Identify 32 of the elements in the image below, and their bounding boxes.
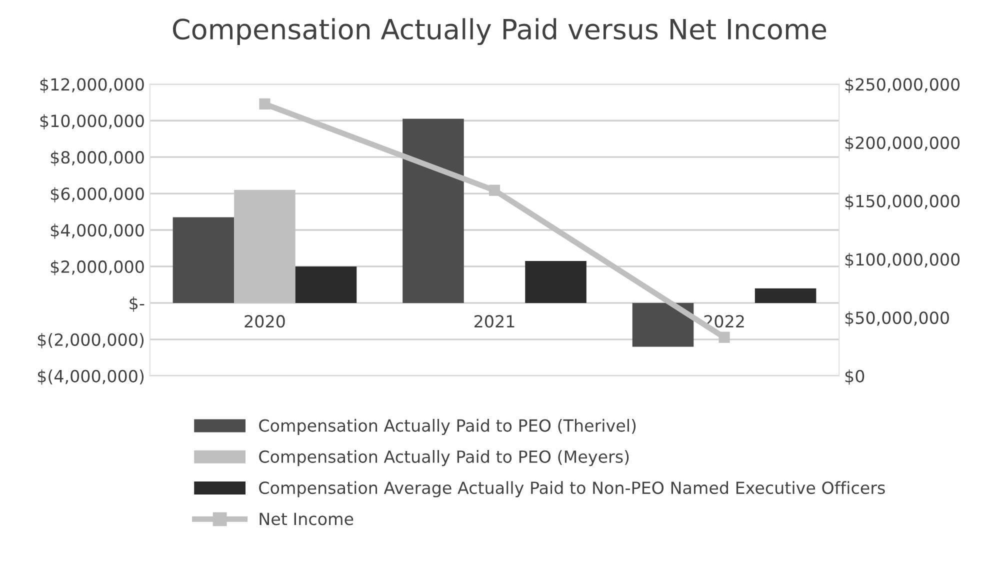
legend-label: Compensation Actually Paid to PEO (Therivel): [259, 418, 636, 436]
y-tick-label: $2,000,000: [50, 260, 144, 276]
y-tick-label: $12,000,000: [40, 78, 144, 93]
y-tick-label: $(2,000,000): [38, 333, 144, 348]
y2-tick-label: $100,000,000: [845, 252, 960, 268]
bar: [632, 302, 694, 347]
point: [488, 184, 500, 196]
y-tick-label: $-: [130, 296, 144, 312]
x-tick-label: 2021: [474, 315, 514, 328]
y2-tick-label: $200,000,000: [845, 136, 960, 152]
legend-label: Compensation Actually Paid to PEO (Meyers): [259, 450, 629, 466]
point: [718, 332, 730, 343]
y-tick-label: $10,000,000: [40, 114, 144, 130]
legend-label: Net Income: [260, 512, 354, 526]
y2-tick-label: $50,000,000: [845, 311, 949, 326]
bar: [525, 261, 586, 303]
y-tick-label: $(4,000,000): [38, 370, 144, 385]
y-tick-label: $6,000,000: [50, 187, 144, 202]
y-tick-label: $4,000,000: [50, 224, 144, 239]
point: [259, 98, 270, 110]
chart-title: Compensation Actually Paid versus Net Income: [172, 18, 826, 46]
bar: [234, 190, 296, 303]
y-tick-label: $8,000,000: [50, 150, 144, 166]
bar: [402, 118, 464, 303]
bar: [295, 266, 357, 303]
x-tick-label: 2020: [244, 315, 285, 328]
legend-label: Compensation Average Actually Paid to Non-PEO Named Executive Officers: [259, 481, 885, 498]
bar: [172, 217, 234, 303]
y2-tick-label: $150,000,000: [845, 194, 960, 210]
y2-tick-label: $250,000,000: [845, 78, 960, 93]
y2-tick-label: $0: [845, 370, 864, 385]
bar: [754, 288, 816, 303]
